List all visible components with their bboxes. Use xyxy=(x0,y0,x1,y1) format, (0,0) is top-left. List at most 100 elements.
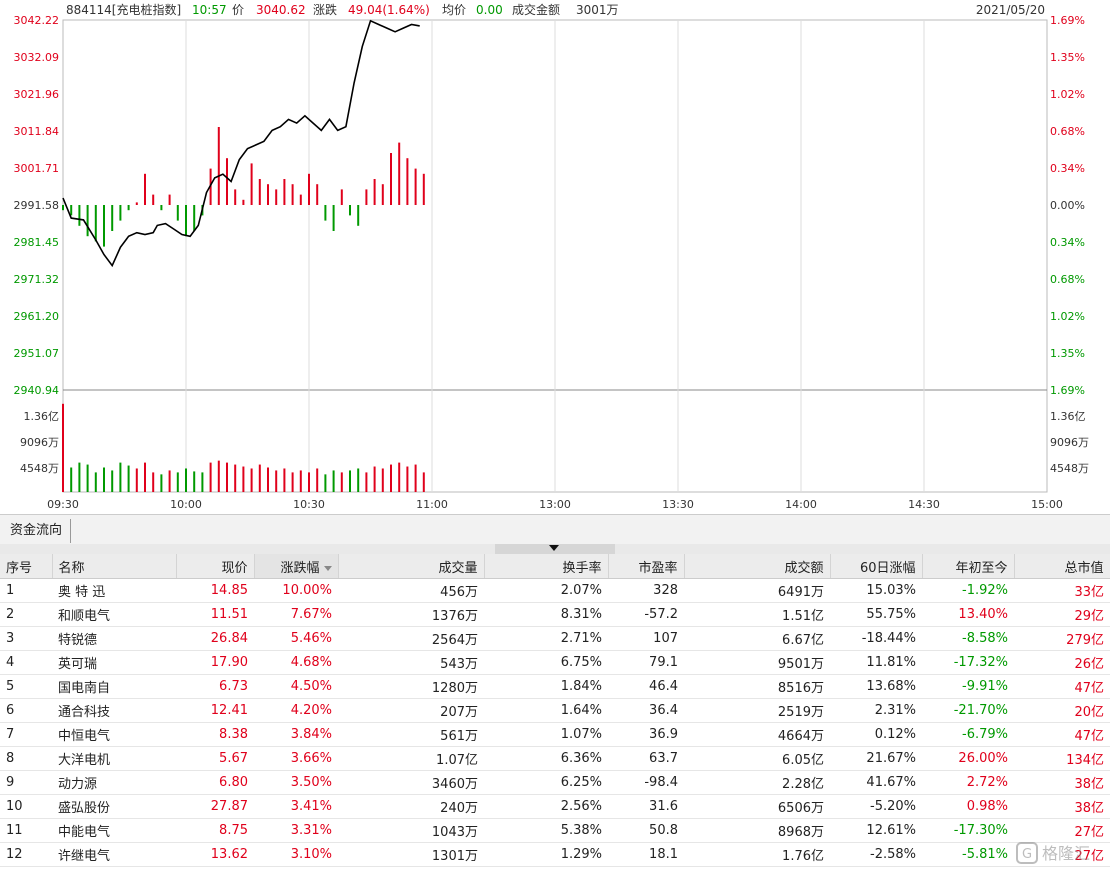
table-cell: 27亿 xyxy=(1014,818,1110,843)
panel-splitter[interactable] xyxy=(0,544,1110,554)
table-cell: 1.51亿 xyxy=(684,602,830,627)
index-code-name: 884114[充电桩指数] xyxy=(66,2,181,17)
table-cell: 31.6 xyxy=(608,794,684,819)
table-cell: 1.07% xyxy=(484,722,608,747)
table-cell: 7 xyxy=(0,722,52,747)
table-cell: 5.38% xyxy=(484,818,608,843)
table-cell: -17.32% xyxy=(922,650,1014,675)
time-tick: 11:00 xyxy=(416,498,448,511)
collapse-arrow-icon[interactable] xyxy=(549,545,559,551)
table-cell: 0.12% xyxy=(830,722,922,747)
table-row[interactable]: 6 通合科技 12.41 4.20% 207万 1.64% 36.4 2519万 2.31% -2… xyxy=(0,698,1110,723)
col-header-mktcap[interactable]: 总市值 xyxy=(1014,554,1110,579)
pct-tick-right: 0.34% xyxy=(1050,236,1085,249)
table-cell: 3.84% xyxy=(254,722,338,747)
avg-label: 均价 xyxy=(442,3,466,17)
table-cell: 动力源 xyxy=(52,770,176,795)
table-cell: 4 xyxy=(0,650,52,675)
table-cell: 279亿 xyxy=(1014,626,1110,651)
chart-axes: 3042.22 1.69% 3032.09 1.35% 3021.96 1.02% 3011… xyxy=(14,14,1090,511)
table-cell: 1.29% xyxy=(484,842,608,867)
watermark-logo: G 格隆汇 xyxy=(1016,842,1090,864)
table-header-row: 序号 名称 现价 涨跌幅 成交量 换手率 市盈率 成交额 60日涨幅 年初至今 … xyxy=(0,554,1110,579)
table-cell: 国电南自 xyxy=(52,674,176,699)
intraday-chart[interactable]: 884114[充电桩指数] 10:57 价 3040.62 涨跌 49.04(1… xyxy=(0,0,1110,514)
table-cell: 5 xyxy=(0,674,52,699)
table-cell: 4664万 xyxy=(684,722,830,747)
table-row[interactable]: 10 盛弘股份 27.87 3.41% 240万 2.56% 31.6 6506万 -5.20%… xyxy=(0,794,1110,819)
quote-date: 2021/05/20 xyxy=(976,3,1045,17)
table-cell: 1.84% xyxy=(484,674,608,699)
table-cell: 55.75% xyxy=(830,602,922,627)
tab-capital-flow[interactable]: 资金流向 xyxy=(0,519,72,543)
col-header-change-pct[interactable]: 涨跌幅 xyxy=(254,554,339,579)
pct-tick-right: 1.69% xyxy=(1050,384,1085,397)
time-tick: 13:30 xyxy=(662,498,694,511)
table-row[interactable]: 2 和顺电气 11.51 7.67% 1376万 8.31% -57.2 1.51亿 55.75… xyxy=(0,602,1110,627)
table-cell: -21.70% xyxy=(922,698,1014,723)
table-row[interactable]: 8 大洋电机 5.67 3.66% 1.07亿 6.36% 63.7 6.05亿 21.67% 2… xyxy=(0,746,1110,771)
pct-tick-right: 1.35% xyxy=(1050,51,1085,64)
col-header-price[interactable]: 现价 xyxy=(176,554,255,579)
table-row[interactable]: 7 中恒电气 8.38 3.84% 561万 1.07% 36.9 4664万 0.12% -6.… xyxy=(0,722,1110,747)
table-row[interactable]: 12 许继电气 13.62 3.10% 1301万 1.29% 18.1 1.76亿 -2.58… xyxy=(0,842,1110,867)
pct-tick-right: 1.35% xyxy=(1050,347,1085,360)
table-cell: -18.44% xyxy=(830,626,922,651)
watermark-g-icon xyxy=(1016,842,1038,864)
volume-tick-right: 4548万 xyxy=(1050,462,1089,475)
table-cell: -2.58% xyxy=(830,842,922,867)
table-cell: 2.72% xyxy=(922,770,1014,795)
table-cell: -5.81% xyxy=(922,842,1014,867)
intraday-chart-panel: 884114[充电桩指数] 10:57 价 3040.62 涨跌 49.04(1… xyxy=(0,0,1110,514)
table-cell: 8968万 xyxy=(684,818,830,843)
col-header-name[interactable]: 名称 xyxy=(52,554,177,579)
table-cell: -1.92% xyxy=(922,578,1014,603)
table-cell: 36.9 xyxy=(608,722,684,747)
table-row[interactable]: 3 特锐德 26.84 5.46% 2564万 2.71% 107 6.67亿 -18.44% -… xyxy=(0,626,1110,651)
table-cell: 14.85 xyxy=(176,578,254,603)
table-cell: 许继电气 xyxy=(52,842,176,867)
volume-bars xyxy=(62,403,425,492)
table-cell: 1376万 xyxy=(338,602,484,627)
table-cell: 6.25% xyxy=(484,770,608,795)
table-cell: 3460万 xyxy=(338,770,484,795)
table-row[interactable]: 11 中能电气 8.75 3.31% 1043万 5.38% 50.8 8968万 12.61%… xyxy=(0,818,1110,843)
price-tick-left: 2961.20 xyxy=(14,310,60,323)
table-cell: 456万 xyxy=(338,578,484,603)
col-header-index[interactable]: 序号 xyxy=(0,554,53,579)
col-header-change-pct-label: 涨跌幅 xyxy=(280,560,320,576)
volume-tick-left: 4548万 xyxy=(20,462,59,475)
table-cell: 2.71% xyxy=(484,626,608,651)
table-cell: 561万 xyxy=(338,722,484,747)
amount-label: 成交金额 xyxy=(512,2,560,17)
table-cell: 8.31% xyxy=(484,602,608,627)
table-cell: 5.46% xyxy=(254,626,338,651)
col-header-turnover[interactable]: 换手率 xyxy=(484,554,609,579)
col-header-pe[interactable]: 市盈率 xyxy=(608,554,685,579)
table-cell: 26.84 xyxy=(176,626,254,651)
price-tick-left: 3032.09 xyxy=(14,51,60,64)
table-cell: 27亿 xyxy=(1014,842,1110,867)
table-cell: 4.20% xyxy=(254,698,338,723)
table-cell: -6.79% xyxy=(922,722,1014,747)
table-cell: 6.73 xyxy=(176,674,254,699)
table-row[interactable]: 9 动力源 6.80 3.50% 3460万 6.25% -98.4 2.28亿 41.67% 2… xyxy=(0,770,1110,795)
col-header-ytd[interactable]: 年初至今 xyxy=(922,554,1015,579)
col-header-amount[interactable]: 成交额 xyxy=(684,554,831,579)
col-header-60d[interactable]: 60日涨幅 xyxy=(830,554,923,579)
table-cell: 240万 xyxy=(338,794,484,819)
table-row[interactable]: 4 英可瑞 17.90 4.68% 543万 6.75% 79.1 9501万 11.81% -1… xyxy=(0,650,1110,675)
col-header-volume[interactable]: 成交量 xyxy=(338,554,485,579)
change-label: 涨跌 xyxy=(313,2,337,17)
volume-tick-left: 1.36亿 xyxy=(24,410,60,423)
table-cell: 1.07亿 xyxy=(338,746,484,771)
table-cell: 207万 xyxy=(338,698,484,723)
table-cell: 7.67% xyxy=(254,602,338,627)
table-row[interactable]: 5 国电南自 6.73 4.50% 1280万 1.84% 46.4 8516万 13.68% -… xyxy=(0,674,1110,699)
table-cell: 2.56% xyxy=(484,794,608,819)
table-cell: 8516万 xyxy=(684,674,830,699)
table-cell: 奥 特 迅 xyxy=(52,578,176,603)
pct-tick-right: 0.68% xyxy=(1050,125,1085,138)
table-cell: 12.61% xyxy=(830,818,922,843)
